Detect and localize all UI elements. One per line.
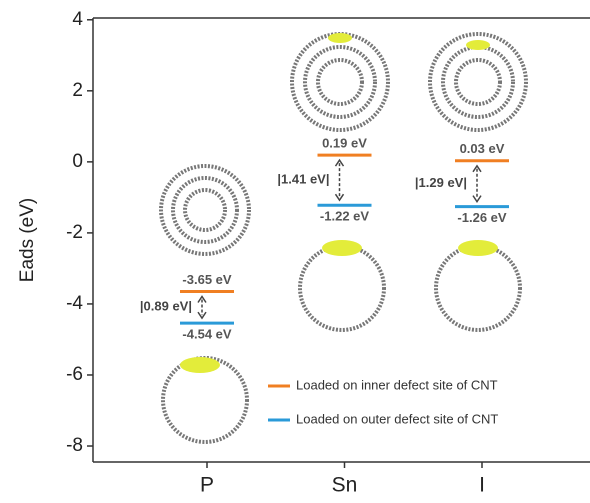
structure-sn-inner [290,32,390,132]
arrow-head [472,164,482,203]
y-tick-label: 2 [72,80,83,101]
level-label: 0.03 eV [460,141,505,156]
structure-sn-outer [298,240,386,332]
y-tick-label: 4 [72,9,83,30]
structure-p-outer [161,356,249,444]
x-tick-label: I [479,474,485,497]
x-tick-label: Sn [332,474,358,497]
y-tick-label: -4 [66,293,83,314]
y-axis-label: Eads (eV) [17,198,38,282]
y-tick-label: 0 [72,151,83,172]
gap-label: |1.41 eV| [277,172,329,187]
level-label: -4.54 eV [182,327,231,342]
level-label: -3.65 eV [182,272,231,287]
arrow-head [334,158,345,202]
structure-p-inner [159,164,251,256]
y-tick-label: -2 [66,222,83,243]
level-label: 0.19 eV [322,136,367,151]
legend-label: Loaded on outer defect site of CNT [296,411,498,426]
gap-label: |0.89 eV| [140,299,192,314]
y-tick-label: -8 [66,435,83,456]
legend-label: Loaded on inner defect site of CNT [296,377,498,392]
gap-label: |1.29 eV| [415,175,467,190]
level-label: -1.22 eV [320,209,369,224]
x-tick-label: P [200,474,214,497]
structure-i-inner [428,32,528,132]
y-tick-label: -6 [66,364,83,385]
structure-i-outer [434,240,522,332]
arrow-head [197,295,207,320]
level-label: -1.26 eV [457,210,506,225]
